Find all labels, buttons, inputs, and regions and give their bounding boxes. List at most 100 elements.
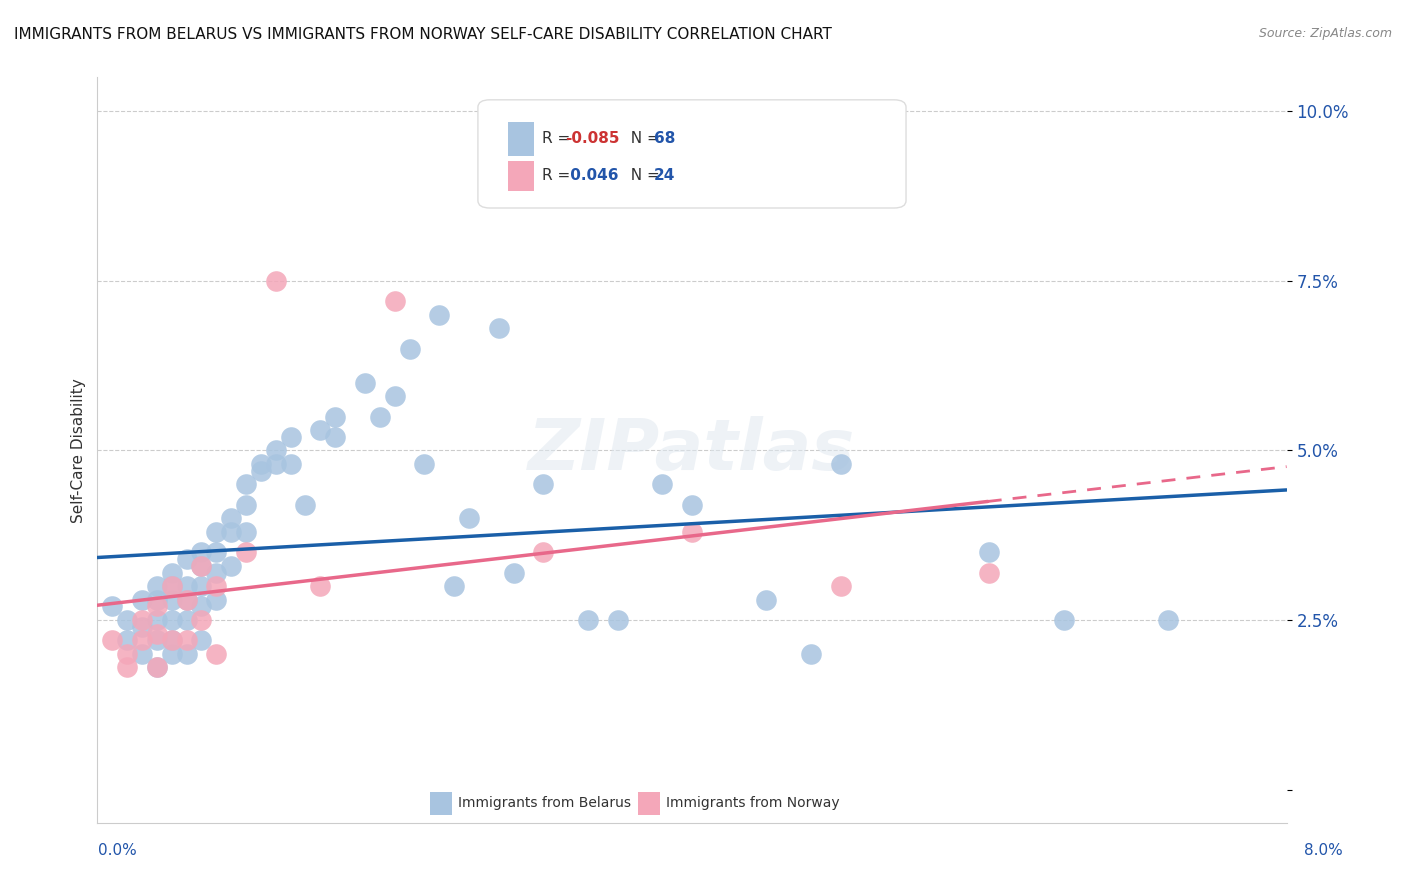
Point <box>398 342 420 356</box>
Point <box>101 599 124 614</box>
Point <box>309 423 332 437</box>
Point <box>115 613 138 627</box>
Point <box>219 524 242 539</box>
Point <box>190 545 212 559</box>
Point <box>131 633 153 648</box>
Text: 68: 68 <box>654 131 675 146</box>
Point <box>115 647 138 661</box>
Point <box>323 409 346 424</box>
Point <box>606 613 628 627</box>
Point <box>131 592 153 607</box>
Point <box>1156 613 1178 627</box>
Point <box>800 647 823 661</box>
Point <box>160 579 183 593</box>
Point <box>264 443 287 458</box>
Point <box>160 647 183 661</box>
Text: N =: N = <box>620 169 664 184</box>
Point <box>413 457 436 471</box>
Point <box>190 579 212 593</box>
FancyBboxPatch shape <box>478 100 905 208</box>
Point <box>146 633 169 648</box>
Point <box>443 579 465 593</box>
Point <box>384 389 406 403</box>
Text: 8.0%: 8.0% <box>1303 843 1343 858</box>
Point <box>979 566 1001 580</box>
Point <box>176 592 198 607</box>
Point <box>531 477 554 491</box>
Point <box>205 579 228 593</box>
Bar <box>430 792 451 814</box>
Point <box>131 647 153 661</box>
Point <box>176 647 198 661</box>
Point <box>205 566 228 580</box>
Point <box>176 613 198 627</box>
Point <box>830 579 852 593</box>
Point <box>176 579 198 593</box>
Point <box>205 545 228 559</box>
Text: 24: 24 <box>654 169 675 184</box>
Point <box>294 498 316 512</box>
Point <box>219 558 242 573</box>
Text: R =: R = <box>543 169 575 184</box>
Y-axis label: Self-Care Disability: Self-Care Disability <box>72 378 86 523</box>
Text: R =: R = <box>543 131 575 146</box>
Text: Immigrants from Norway: Immigrants from Norway <box>666 797 839 810</box>
Point <box>160 579 183 593</box>
Point <box>160 566 183 580</box>
Point <box>264 274 287 288</box>
Point <box>205 524 228 539</box>
Bar <box>508 122 534 156</box>
Point <box>101 633 124 648</box>
Point <box>280 457 302 471</box>
Point <box>131 620 153 634</box>
Point <box>176 552 198 566</box>
Text: ZIPatlas: ZIPatlas <box>529 416 856 485</box>
Point <box>190 558 212 573</box>
Point <box>427 308 450 322</box>
Point <box>115 660 138 674</box>
Point <box>160 613 183 627</box>
Text: Source: ZipAtlas.com: Source: ZipAtlas.com <box>1258 27 1392 40</box>
Point <box>160 633 183 648</box>
Text: N =: N = <box>620 131 664 146</box>
Point <box>146 613 169 627</box>
Point <box>280 430 302 444</box>
Point <box>146 660 169 674</box>
Point <box>176 592 198 607</box>
Point <box>146 626 169 640</box>
Point <box>146 599 169 614</box>
Point <box>1052 613 1074 627</box>
Point <box>354 376 377 390</box>
Point <box>235 498 257 512</box>
Text: 0.0%: 0.0% <box>98 843 138 858</box>
Point <box>323 430 346 444</box>
Point <box>115 633 138 648</box>
Point <box>219 511 242 525</box>
Bar <box>638 792 659 814</box>
Text: IMMIGRANTS FROM BELARUS VS IMMIGRANTS FROM NORWAY SELF-CARE DISABILITY CORRELATI: IMMIGRANTS FROM BELARUS VS IMMIGRANTS FR… <box>14 27 832 42</box>
Point <box>250 457 273 471</box>
Point <box>190 633 212 648</box>
Point <box>205 592 228 607</box>
Point <box>576 613 599 627</box>
Point <box>651 477 673 491</box>
Point <box>502 566 524 580</box>
Point <box>190 613 212 627</box>
Point <box>190 599 212 614</box>
Bar <box>508 161 534 191</box>
Point <box>309 579 332 593</box>
Text: -0.085: -0.085 <box>565 131 619 146</box>
Point <box>264 457 287 471</box>
Point <box>830 457 852 471</box>
Point <box>979 545 1001 559</box>
Point <box>146 579 169 593</box>
Point <box>235 477 257 491</box>
Point <box>368 409 391 424</box>
Text: 0.046: 0.046 <box>565 169 619 184</box>
Point <box>681 524 703 539</box>
Point <box>176 633 198 648</box>
Point <box>531 545 554 559</box>
Point <box>205 647 228 661</box>
Point <box>235 545 257 559</box>
Point <box>235 524 257 539</box>
